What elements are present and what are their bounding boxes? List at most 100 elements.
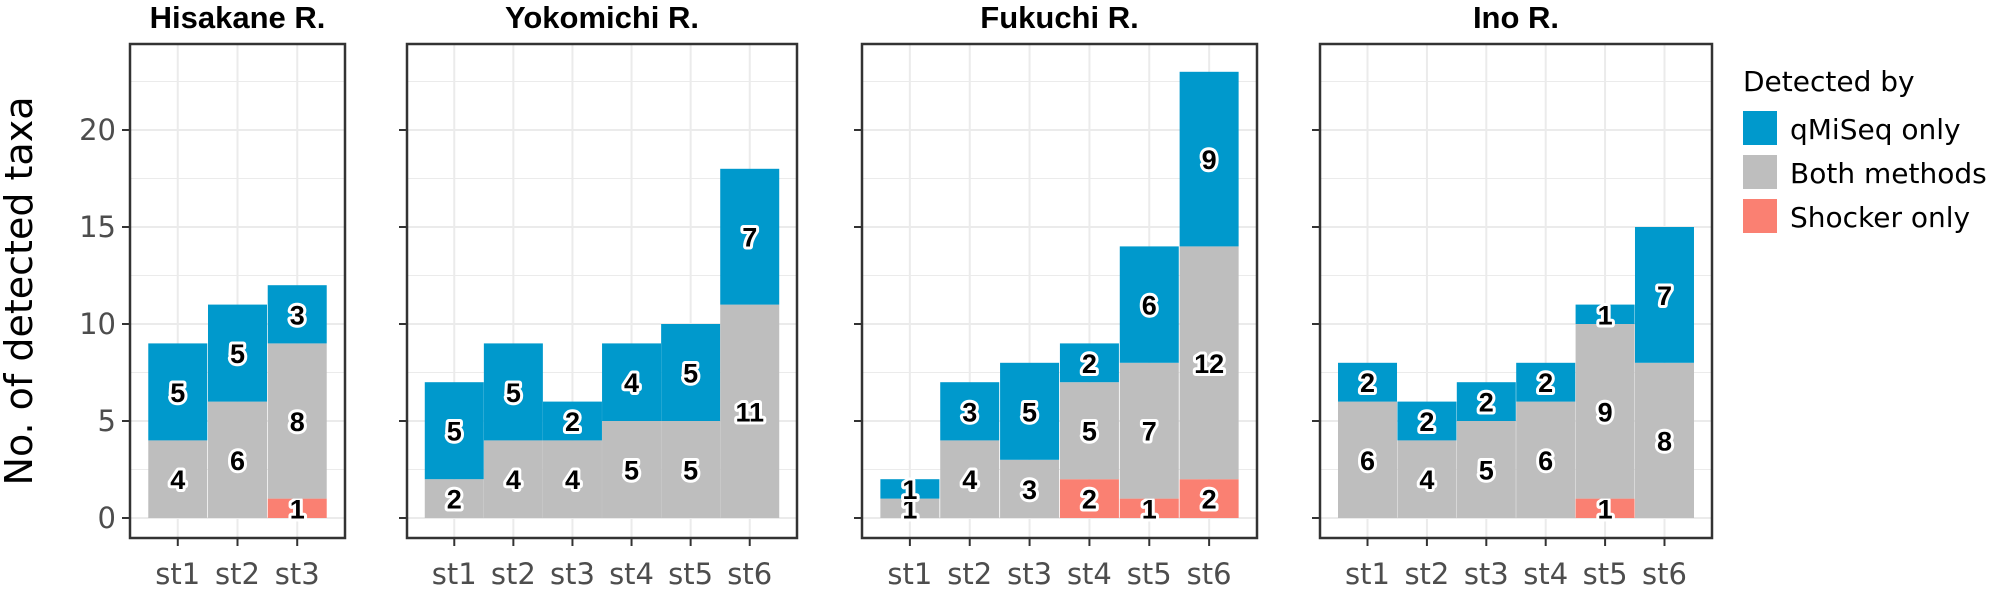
bar-segment [880, 479, 940, 499]
bar-value-label: 5 [230, 339, 245, 369]
x-tick-label: st6 [727, 557, 772, 591]
bar-value-label: 1 [290, 494, 305, 524]
x-tick-label: st6 [1187, 557, 1232, 591]
bar-segment [880, 498, 940, 518]
bar-value-label: 6 [1538, 446, 1553, 476]
bar-value-label: 2 [447, 485, 462, 515]
bar-segment [602, 343, 662, 421]
bar-segment [1179, 71, 1239, 247]
panel-title: Fukuchi R. [980, 0, 1138, 35]
x-tick-label: st2 [1404, 557, 1449, 591]
bar-value-label: 4 [170, 465, 185, 495]
bar-value-label: 9 [1598, 397, 1613, 427]
bar-value-label: 5 [1082, 417, 1097, 447]
bar-value-label: 1 [1142, 494, 1157, 524]
y-tick-label: 5 [98, 404, 116, 438]
bar-segment [542, 440, 602, 518]
bar-segment [1575, 304, 1635, 324]
bar-value-label: 2 [1360, 368, 1375, 398]
bar-segment [1456, 382, 1516, 421]
bar-segment [1059, 343, 1119, 383]
bar-value-label: 1 [902, 475, 917, 505]
bar-segment [1634, 227, 1694, 363]
x-tick-label: st3 [275, 557, 320, 591]
bar-segment [720, 304, 780, 518]
bar-segment [1397, 401, 1457, 441]
bar-segment [602, 421, 662, 518]
bar-segment [267, 343, 327, 499]
bar-segment [940, 382, 1000, 441]
bar-value-label: 5 [624, 456, 639, 486]
bar-value-label: 5 [683, 456, 698, 486]
legend: Detected by qMiSeq only Both methods Shocke… [1743, 65, 1987, 234]
bar-segment [1575, 498, 1635, 518]
legend-swatch [1743, 199, 1777, 233]
bar-value-label: 5 [683, 359, 698, 389]
bar-value-label: 2 [565, 407, 580, 437]
bar-segment [208, 401, 267, 518]
bar-segment [483, 440, 543, 518]
x-tick-label: st4 [1523, 557, 1568, 591]
bar-value-label: 7 [742, 223, 757, 253]
x-tick-label: st5 [1127, 557, 1172, 591]
x-tick-label: st1 [432, 557, 477, 591]
x-tick-label: st3 [1007, 557, 1052, 591]
bar-segment [1059, 382, 1119, 480]
bar-value-label: 5 [1479, 456, 1494, 486]
bar-value-label: 5 [447, 417, 462, 447]
panel-title: Yokomichi R. [505, 0, 699, 35]
bar-value-label: 2 [1538, 368, 1553, 398]
bar-value-label: 2 [1082, 349, 1097, 379]
bar-value-label: 6 [1360, 446, 1375, 476]
panel-title: Ino R. [1473, 0, 1559, 35]
bar-value-label: 7 [1142, 417, 1157, 447]
bar-value-label: 3 [962, 397, 977, 427]
bar-segment [1000, 362, 1060, 460]
bar-segment [661, 324, 721, 421]
bar-segment [1516, 401, 1576, 518]
bar-value-label: 2 [1479, 388, 1494, 418]
x-tick-label: st4 [609, 557, 654, 591]
bar-value-label: 8 [1657, 426, 1672, 456]
bar-segment [148, 343, 208, 441]
bar-segment [1456, 421, 1516, 518]
bar-segment [940, 440, 1000, 518]
bar-value-label: 4 [624, 368, 639, 398]
bar-value-label: 3 [290, 300, 305, 330]
x-tick-label: st1 [155, 557, 200, 591]
bar-value-label: 6 [1142, 291, 1157, 321]
bar-segment [424, 382, 484, 480]
bar-segment [483, 343, 543, 441]
y-tick-label: 0 [98, 501, 116, 535]
x-tick-label: st2 [491, 557, 536, 591]
x-tick-label: st1 [1345, 557, 1390, 591]
panel-border [860, 42, 1259, 540]
legend-label: Both methods [1790, 157, 1987, 190]
x-tick-label: st2 [947, 557, 992, 591]
bar-segment [1179, 246, 1239, 480]
bar-segment [424, 479, 484, 518]
bar-value-label: 5 [170, 378, 185, 408]
bar-value-label: 8 [290, 407, 305, 437]
bar-segment [1119, 246, 1179, 363]
bar-value-label: 5 [506, 378, 521, 408]
bar-segment [1119, 498, 1179, 518]
bar-segment [208, 304, 267, 402]
bar-segment [1575, 324, 1635, 499]
bar-value-label: 1 [1598, 300, 1613, 330]
bar-segment [1059, 479, 1119, 518]
bar-segment [267, 498, 327, 518]
bar-value-label: 3 [1022, 475, 1037, 505]
bar-segment [1338, 401, 1398, 518]
legend-swatch [1743, 111, 1777, 145]
y-axis-title: No. of detected taxa [0, 97, 41, 486]
legend-swatch [1743, 155, 1777, 189]
bar-segment [542, 401, 602, 441]
bar-value-label: 4 [506, 465, 521, 495]
panel-4: 6 2 4 2 5 2 6 2 1 9 1 8 7 st1 st2 st3 st4 st5 st6 Ino R. [1312, 0, 1714, 591]
bar-value-label: 9 [1202, 145, 1217, 175]
bar-segment [720, 168, 780, 305]
bar-value-label: 7 [1657, 281, 1672, 311]
x-tick-label: st4 [1067, 557, 1112, 591]
